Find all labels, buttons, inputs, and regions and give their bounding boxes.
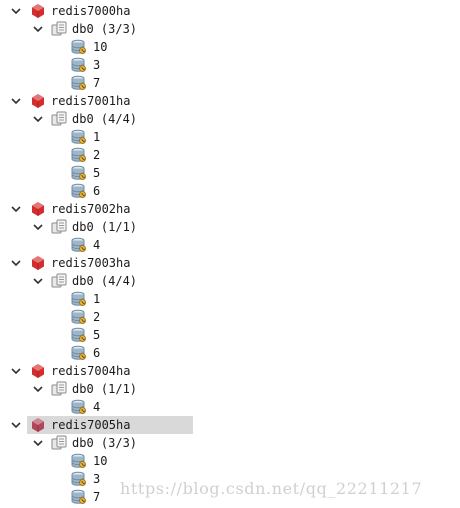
server-node[interactable]: redis7004ha <box>0 362 460 380</box>
server-name: redis7005ha <box>51 418 131 432</box>
key-name: 4 <box>93 400 101 414</box>
key-name: 7 <box>93 76 101 90</box>
chevron-down-icon[interactable] <box>32 23 44 35</box>
chevron-down-icon[interactable] <box>10 365 22 377</box>
chevron-down-icon[interactable] <box>32 437 44 449</box>
key-node[interactable]: 3 <box>0 56 460 74</box>
key-node[interactable]: 6 <box>0 182 460 200</box>
server-name: redis7003ha <box>51 256 131 270</box>
key-icon <box>71 147 87 163</box>
key-icon <box>71 39 87 55</box>
key-name: 4 <box>93 238 101 252</box>
database-node[interactable]: db0 (4/4) <box>0 272 460 290</box>
key-node[interactable]: 5 <box>0 326 460 344</box>
chevron-down-icon[interactable] <box>32 113 44 125</box>
watermark-text: https://blog.csdn.net/qq_22211217 <box>120 479 423 498</box>
key-name: 6 <box>93 184 101 198</box>
database-label: db0 (3/3) <box>72 436 138 450</box>
server-node[interactable]: redis7005ha <box>0 416 460 434</box>
key-icon <box>71 489 87 505</box>
key-node[interactable]: 4 <box>0 236 460 254</box>
key-node[interactable]: 5 <box>0 164 460 182</box>
server-node[interactable]: redis7000ha <box>0 2 460 20</box>
chevron-down-icon[interactable] <box>10 5 22 17</box>
key-node[interactable]: 10 <box>0 452 460 470</box>
redis-server-icon <box>30 93 46 109</box>
redis-server-icon <box>30 3 46 19</box>
database-icon <box>51 219 67 235</box>
chevron-down-icon[interactable] <box>32 383 44 395</box>
key-icon <box>71 237 87 253</box>
database-node[interactable]: db0 (1/1) <box>0 380 460 398</box>
key-icon <box>71 327 87 343</box>
key-node[interactable]: 3 <box>0 470 460 488</box>
selection-highlight <box>27 416 193 434</box>
database-label: db0 (3/3) <box>72 22 138 36</box>
redis-server-icon <box>30 255 46 271</box>
key-name: 6 <box>93 346 101 360</box>
chevron-down-icon[interactable] <box>32 221 44 233</box>
redis-server-icon <box>30 201 46 217</box>
chevron-down-icon[interactable] <box>10 257 22 269</box>
chevron-down-icon[interactable] <box>32 275 44 287</box>
key-node[interactable]: 1 <box>0 128 460 146</box>
key-name: 10 <box>93 40 108 54</box>
key-name: 1 <box>93 292 101 306</box>
server-name: redis7002ha <box>51 202 131 216</box>
key-icon <box>71 183 87 199</box>
key-name: 1 <box>93 130 101 144</box>
key-icon <box>71 291 87 307</box>
key-node[interactable]: 7 <box>0 488 460 506</box>
server-node[interactable]: redis7001ha <box>0 92 460 110</box>
key-icon <box>71 345 87 361</box>
database-node[interactable]: db0 (3/3) <box>0 434 460 452</box>
database-label: db0 (4/4) <box>72 274 138 288</box>
key-icon <box>71 57 87 73</box>
key-icon <box>71 453 87 469</box>
key-node[interactable]: 10 <box>0 38 460 56</box>
key-name: 10 <box>93 454 108 468</box>
server-name: redis7004ha <box>51 364 131 378</box>
server-node[interactable]: redis7003ha <box>0 254 460 272</box>
redis-server-icon <box>30 417 46 433</box>
key-node[interactable]: 4 <box>0 398 460 416</box>
database-icon <box>51 21 67 37</box>
database-icon <box>51 381 67 397</box>
database-icon <box>51 435 67 451</box>
key-name: 7 <box>93 490 101 504</box>
key-name: 3 <box>93 58 101 72</box>
server-name: redis7000ha <box>51 4 131 18</box>
key-node[interactable]: 7 <box>0 74 460 92</box>
key-name: 3 <box>93 472 101 486</box>
database-label: db0 (1/1) <box>72 220 138 234</box>
database-label: db0 (1/1) <box>72 382 138 396</box>
key-icon <box>71 165 87 181</box>
database-icon <box>51 273 67 289</box>
key-node[interactable]: 1 <box>0 290 460 308</box>
database-label: db0 (4/4) <box>72 112 138 126</box>
redis-server-icon <box>30 363 46 379</box>
chevron-down-icon[interactable] <box>10 203 22 215</box>
database-node[interactable]: db0 (1/1) <box>0 218 460 236</box>
chevron-down-icon[interactable] <box>10 95 22 107</box>
key-icon <box>71 309 87 325</box>
server-node[interactable]: redis7002ha <box>0 200 460 218</box>
server-name: redis7001ha <box>51 94 131 108</box>
key-name: 2 <box>93 310 101 324</box>
chevron-down-icon[interactable] <box>10 419 22 431</box>
key-node[interactable]: 6 <box>0 344 460 362</box>
database-icon <box>51 111 67 127</box>
key-icon <box>71 471 87 487</box>
key-node[interactable]: 2 <box>0 308 460 326</box>
database-node[interactable]: db0 (3/3) <box>0 20 460 38</box>
key-icon <box>71 399 87 415</box>
key-icon <box>71 129 87 145</box>
key-icon <box>71 75 87 91</box>
key-name: 5 <box>93 166 101 180</box>
key-name: 2 <box>93 148 101 162</box>
database-node[interactable]: db0 (4/4) <box>0 110 460 128</box>
key-node[interactable]: 2 <box>0 146 460 164</box>
key-name: 5 <box>93 328 101 342</box>
